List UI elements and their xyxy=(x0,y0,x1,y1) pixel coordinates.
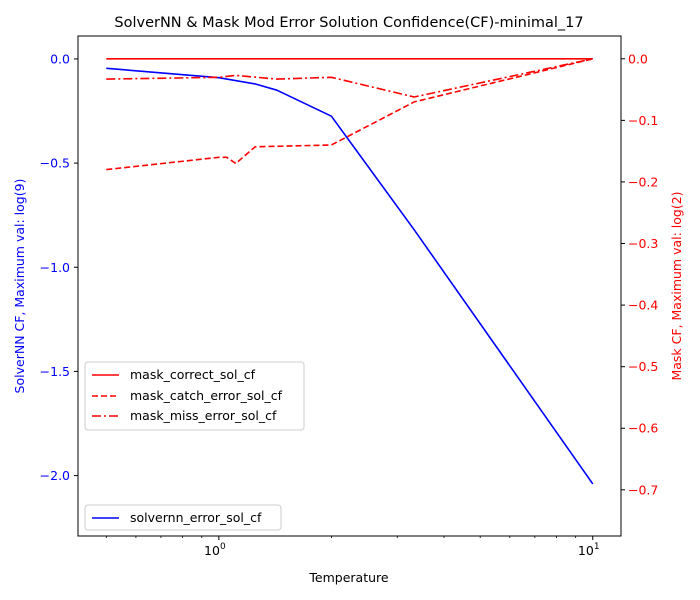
series-line-solvernn-error-sol-cf xyxy=(106,67,594,485)
legend-label-mask-catch-error: mask_catch_error_sol_cf xyxy=(130,388,283,403)
legend-solvernn-box xyxy=(84,504,282,531)
legend-label-mask-correct: mask_correct_sol_cf xyxy=(130,367,256,382)
chart-title: SolverNN & Mask Mod Error Solution Confi… xyxy=(114,15,583,31)
series-line-mask-catch-error-sol-cf xyxy=(106,58,593,171)
legend-mask: mask_correct_sol_cf mask_catch_error_sol… xyxy=(84,361,305,431)
x-axis-label: Temperature xyxy=(308,570,388,585)
series-line-mask-miss-error-sol-cf xyxy=(106,58,593,98)
x-tick-label: 101 xyxy=(578,542,600,558)
x-axis: 100 101 xyxy=(105,536,600,558)
right-y-tick-label: −0.5 xyxy=(628,359,658,374)
right-y-tick-label: −0.7 xyxy=(628,482,658,497)
right-y-tick-label: 0.0 xyxy=(628,51,648,66)
x-tick-label: 100 xyxy=(204,542,226,558)
right-y-axis: 0.0 −0.1 −0.2 −0.3 −0.4 −0.5 −0.6 −0.7 xyxy=(621,51,658,497)
legend-label-mask-miss-error: mask_miss_error_sol_cf xyxy=(130,408,277,423)
left-y-tick-label: −1.5 xyxy=(40,364,70,379)
legend-solvernn: solvernn_error_sol_cf xyxy=(84,504,282,531)
right-y-tick-label: −0.1 xyxy=(628,113,658,128)
right-y-tick-label: −0.3 xyxy=(628,236,658,251)
legend-mask-box xyxy=(84,361,305,431)
right-y-tick-label: −0.2 xyxy=(628,174,658,189)
right-y-tick-label: −0.4 xyxy=(628,298,658,313)
right-y-tick-label: −0.6 xyxy=(628,421,658,436)
left-y-axis: 0.0 −0.5 −1.0 −1.5 −2.0 xyxy=(40,51,78,483)
legend-label-solvernn-error: solvernn_error_sol_cf xyxy=(130,510,262,525)
left-y-tick-label: −2.0 xyxy=(40,468,70,483)
left-y-axis-label: SolverNN CF, Maximum val: log(9) xyxy=(12,179,27,394)
left-y-tick-label: −1.0 xyxy=(40,260,70,275)
left-y-tick-label: 0.0 xyxy=(50,51,70,66)
plot-frame xyxy=(77,35,622,537)
series-layer xyxy=(106,57,594,485)
right-y-axis-label: Mask CF, Maximum val: log(2) xyxy=(669,191,684,380)
left-y-tick-label: −0.5 xyxy=(40,156,70,171)
